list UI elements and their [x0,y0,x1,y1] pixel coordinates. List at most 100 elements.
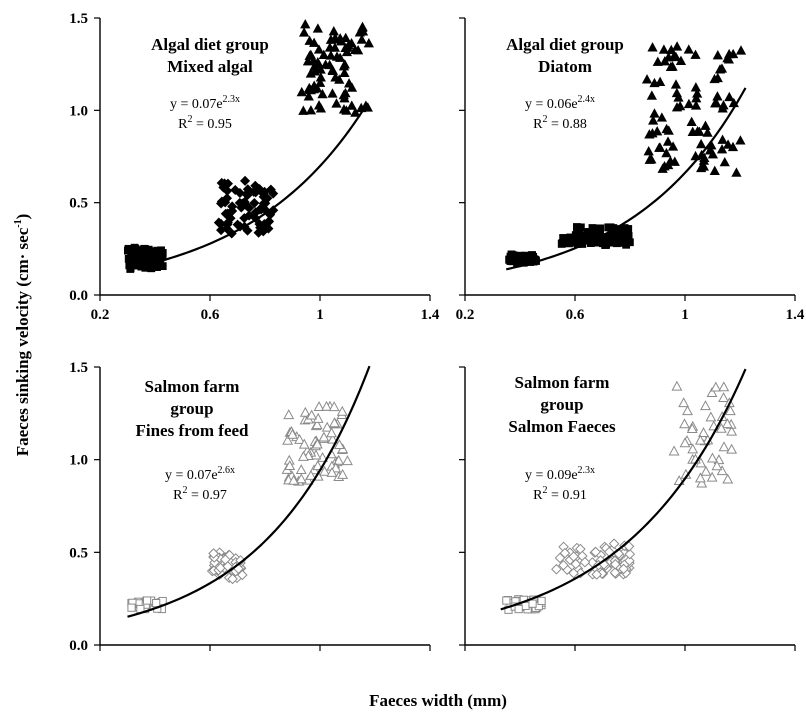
data-point [686,423,698,433]
panel-4: Salmon farm group Salmon Faeces y = 0.09e2.… [459,366,796,651]
panel-1: 0.2 0.6 1 1.4 0.0 0.5 1.0 1.5 Algal diet group Mi… [69,11,440,323]
data-point [313,401,325,412]
data-point [319,465,330,476]
r-squared-value: = 0.95 [192,117,231,132]
data-point [519,254,528,263]
panel-title-line: Algal diet group [506,35,624,54]
cluster-triangle-open [281,400,353,486]
data-point [304,35,315,45]
data-point [699,152,710,163]
data-point [143,596,152,605]
y-tick-label: 1.5 [69,360,88,376]
data-point [712,91,723,101]
y-tick-label: 1.0 [69,103,88,119]
data-point [294,433,306,444]
data-point [230,184,241,195]
panel-3: 0.0 0.5 1.0 1.5 Salmon farm group Fines from f… [69,360,431,654]
data-point [570,558,582,570]
data-point [236,202,247,213]
data-point [327,65,338,75]
fit-curve [127,103,368,271]
data-point [682,405,693,416]
data-point [696,162,707,173]
r-squared-sup: 2 [187,114,192,125]
data-point [579,556,591,568]
data-point [537,596,546,606]
fit-equation-exponent: 2.4x [578,94,596,105]
data-point [727,141,739,152]
data-point [558,559,569,571]
fit-equation-base: y = 0.06e [525,97,578,112]
data-point [240,175,251,186]
data-point [258,191,269,202]
panel-title-line: Diatom [538,57,592,76]
y-tick-label: 0.5 [69,545,88,561]
data-point [158,249,167,257]
data-point [123,246,132,255]
data-point [216,218,227,229]
data-point [721,418,733,429]
y-axis-title-close: ) [13,214,32,220]
data-point [710,381,722,392]
data-point [667,61,678,71]
data-point [706,471,718,482]
panel-title-line: Salmon farm [515,373,610,392]
data-point [718,392,729,403]
data-point [624,555,635,567]
fit-equation: y = 0.06e2.4x [525,94,595,112]
data-point [665,155,676,166]
data-point [303,91,314,101]
data-point [305,469,317,480]
fit-r-squared: R2 = 0.91 [533,485,587,503]
data-point [663,125,674,135]
fit-equation: y = 0.09e2.3x [525,465,595,483]
data-point [624,548,636,560]
y-tick-label: 1.0 [69,453,88,469]
fit-r-squared: R2 = 0.88 [533,114,587,132]
data-point [318,49,329,59]
data-point [312,460,324,471]
data-point [508,257,517,266]
data-point [618,563,629,575]
cluster-triangle-filled [641,41,747,177]
data-point [707,149,719,159]
data-point [268,188,279,199]
data-point [346,100,357,110]
data-point [227,205,238,216]
x-tick-label: 0.2 [91,307,110,323]
y-axis-title-main: Faeces sinking velocity (cm· sec [13,227,32,456]
fit-curve [500,368,747,611]
data-point [724,405,736,416]
data-point [652,56,663,66]
data-point [306,409,318,420]
x-tick-label: 0.6 [201,307,220,323]
data-point [298,27,310,37]
data-point [679,437,691,448]
data-point [722,473,734,484]
data-point [671,380,683,391]
data-point [312,58,324,69]
data-point [554,552,566,564]
data-point [286,428,298,439]
fit-equation: y = 0.07e2.3x [170,94,240,112]
data-point [609,567,621,578]
r-squared-label: R [533,488,543,503]
panel-title: Salmon farm group Fines from feed [136,377,250,440]
panel-title-line: group [170,399,213,418]
data-point [735,135,746,145]
data-point [658,44,670,54]
data-point [330,462,342,473]
data-point [305,105,317,115]
data-point [350,44,361,54]
data-point [583,228,592,237]
data-point [330,33,341,44]
data-point [325,50,336,60]
data-point [705,411,717,422]
data-point [242,190,253,201]
data-point [328,26,339,36]
data-point [644,154,655,164]
data-point [714,64,726,74]
data-point [318,431,330,442]
cluster-diamond-open [551,538,636,580]
